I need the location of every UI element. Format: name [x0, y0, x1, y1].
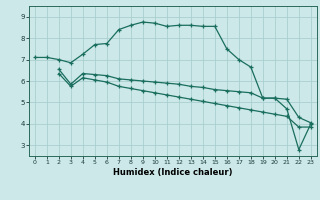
X-axis label: Humidex (Indice chaleur): Humidex (Indice chaleur) [113, 168, 233, 177]
